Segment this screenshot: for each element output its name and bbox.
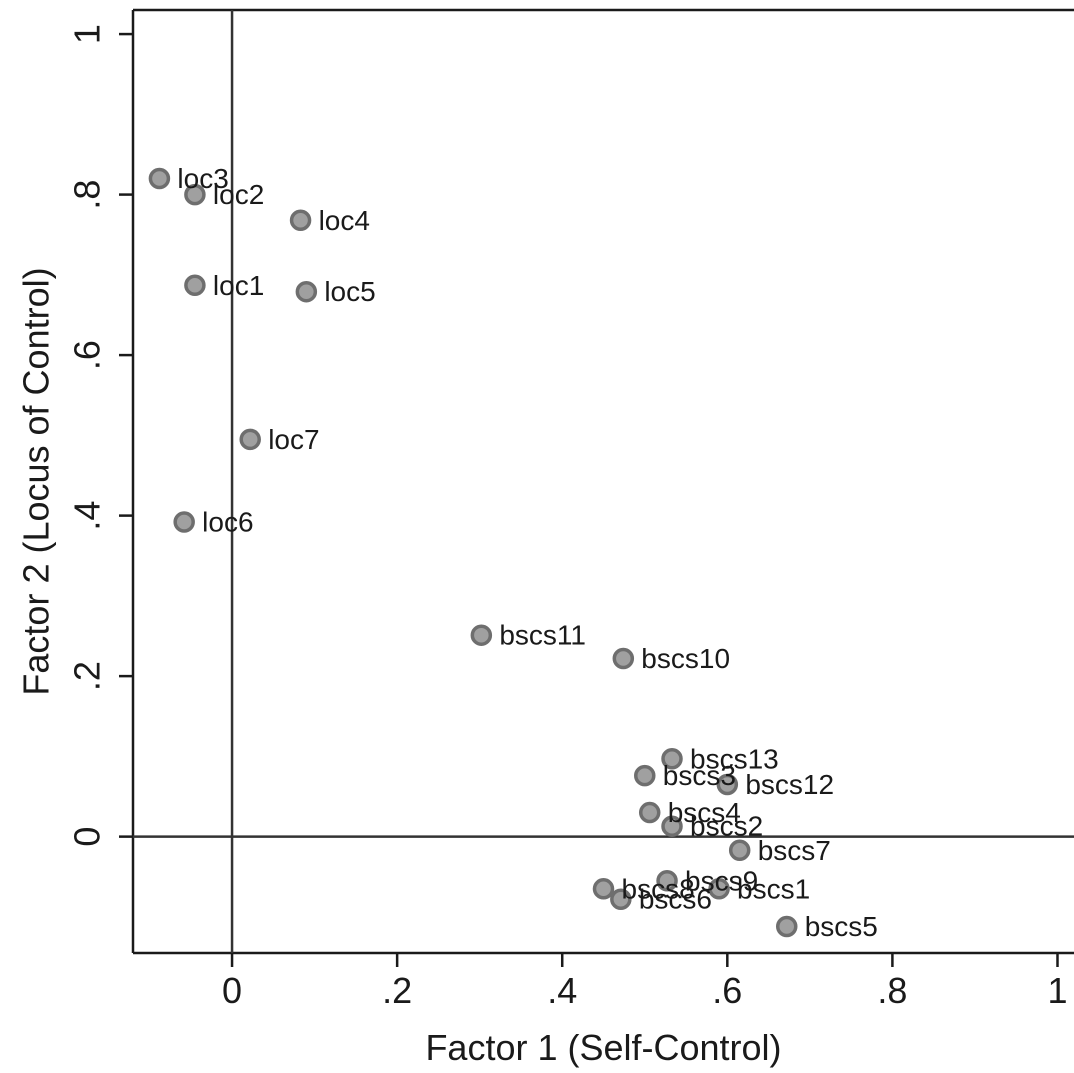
data-point-label: bscs2 — [690, 811, 763, 842]
reference-lines — [133, 10, 1074, 953]
x-tick-label: .2 — [382, 970, 412, 1011]
data-point-label: loc4 — [319, 205, 370, 236]
data-point — [184, 274, 206, 297]
x-axis-title: Factor 1 (Self-Control) — [425, 1027, 781, 1068]
data-points — [148, 167, 798, 938]
x-tick-label: .6 — [712, 970, 742, 1011]
y-tick-label: .4 — [67, 501, 108, 531]
data-point-label: bscs4 — [668, 797, 741, 828]
data-point — [612, 647, 635, 670]
data-point — [634, 764, 656, 787]
axes-layer: 0 .2 .4 .6 .8 1 0 .2 .4 .6 .8 1 — [67, 8, 1074, 1011]
data-point — [592, 878, 615, 900]
data-point-label: bscs10 — [641, 643, 730, 674]
data-point — [638, 801, 661, 824]
data-point-label: bscs1 — [737, 873, 810, 904]
data-point — [239, 428, 261, 451]
data-point-label: loc3 — [177, 163, 228, 194]
data-point — [470, 624, 493, 646]
data-point-label: loc7 — [268, 424, 319, 455]
y-axis-title: Factor 2 (Locus of Control) — [16, 267, 57, 695]
data-point-label: bscs6 — [639, 884, 712, 915]
data-point — [148, 167, 171, 190]
data-point — [184, 183, 206, 206]
data-point-label: loc1 — [213, 270, 264, 301]
data-point-label: bscs5 — [805, 911, 878, 942]
data-point-label: loc2 — [213, 179, 264, 210]
data-point-label: bscs7 — [758, 835, 831, 866]
data-point-label: bscs9 — [685, 865, 758, 896]
data-point — [610, 888, 632, 910]
data-point-label: bscs8 — [622, 873, 695, 904]
x-tick-label: 1 — [1047, 970, 1067, 1011]
data-point-label: loc5 — [324, 276, 375, 307]
x-tick-label: .8 — [877, 970, 907, 1011]
data-point — [775, 915, 798, 938]
data-point-label: bscs13 — [690, 743, 779, 774]
x-tick-label: .4 — [547, 970, 577, 1011]
data-point — [173, 511, 195, 533]
y-tick-label: .6 — [67, 340, 108, 370]
y-tick-label: 0 — [67, 827, 108, 847]
data-point-label: bscs12 — [745, 769, 834, 800]
y-tick-label: .8 — [67, 180, 108, 210]
data-point-label: bscs3 — [663, 760, 736, 791]
data-point — [289, 209, 312, 232]
data-point — [661, 815, 683, 837]
data-point — [728, 839, 751, 862]
y-tick-label: 1 — [67, 24, 108, 44]
data-point — [656, 870, 678, 892]
data-point-label: bscs11 — [499, 620, 586, 651]
data-point — [295, 280, 318, 303]
data-point — [708, 878, 730, 900]
data-point-label: loc6 — [202, 507, 253, 538]
data-point — [661, 748, 683, 770]
data-point — [716, 773, 739, 796]
y-tick-label: .2 — [67, 661, 108, 691]
x-tick-label: 0 — [222, 970, 242, 1011]
